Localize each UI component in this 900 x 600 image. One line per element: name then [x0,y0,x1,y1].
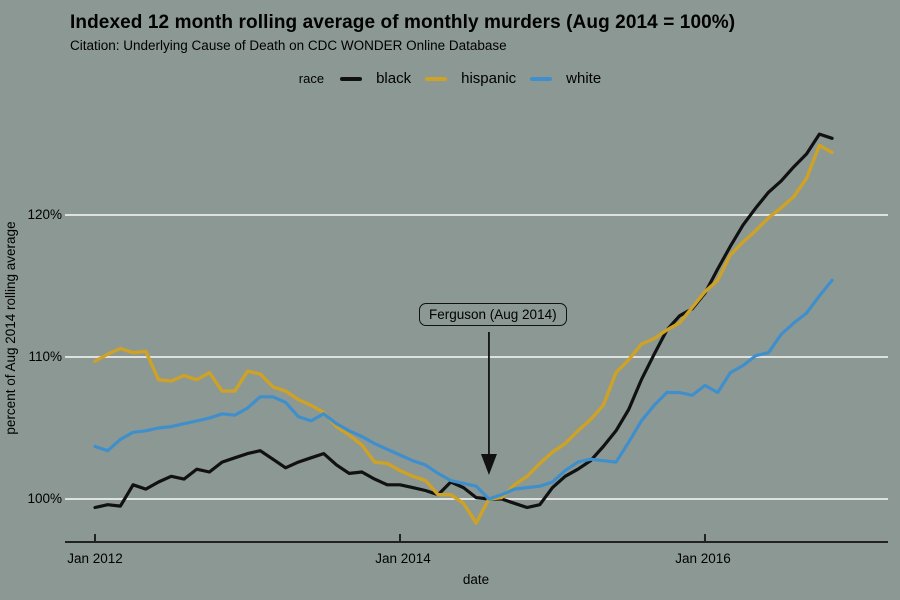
legend-title: race [298,71,325,86]
legend-item-white: white [566,70,602,87]
legend-swatch-hispanic-icon [425,76,448,81]
chart-title: Indexed 12 month rolling average of mont… [70,12,736,33]
ferguson-annotation: Ferguson (Aug 2014) [419,303,567,326]
y-tick-label-120: 120% [27,207,62,222]
chart-subtitle: Citation: Underlying Cause of Death on C… [70,38,507,53]
x-tick-label-jan2016: Jan 2016 [675,551,731,566]
series-line-black [93,132,834,510]
legend-item-black: black [376,70,412,87]
legend: race black hispanic white [0,70,900,87]
legend-item-hispanic: hispanic [461,70,517,87]
legend-swatch-black-icon [340,76,363,81]
series-line-hispanic [93,143,834,525]
series-line-white [93,278,834,501]
ferguson-arrow-head-icon [480,454,497,476]
legend-swatch-white-icon [530,76,553,81]
x-tick-label-jan2012: Jan 2012 [67,551,123,566]
y-tick-label-110: 110% [28,349,62,364]
y-tick-label-100: 100% [27,491,62,506]
x-tick-label-jan2014: Jan 2014 [375,551,431,566]
x-axis-label: date [462,572,490,587]
